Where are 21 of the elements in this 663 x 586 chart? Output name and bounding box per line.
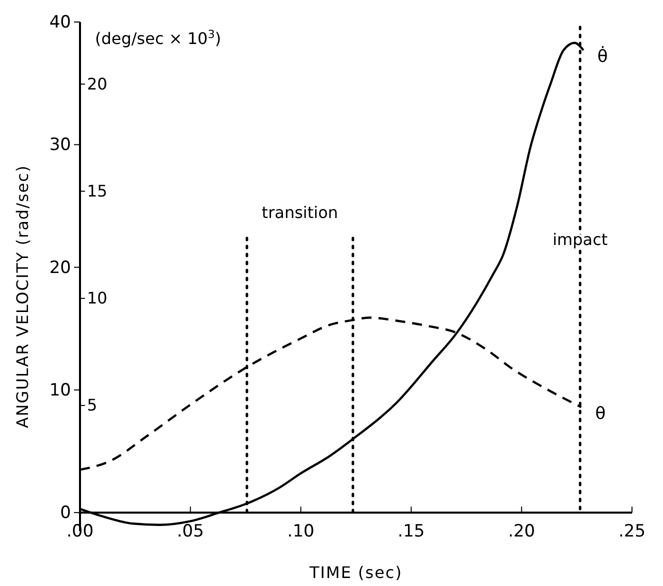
y2-tick-label: 10: [87, 288, 108, 308]
x-tick-label: .10: [287, 522, 314, 542]
y2-tick-label: 15: [87, 181, 108, 200]
ref-line-label: impact: [552, 230, 608, 249]
series-label: θ: [595, 404, 606, 424]
annotation: transition: [262, 203, 338, 222]
x-tick-label: .15: [398, 522, 425, 542]
y-tick-label: 0: [60, 503, 71, 524]
x-tick-label: .20: [508, 522, 536, 542]
x-tick-label: .25: [618, 522, 646, 542]
y2-axis-title: (deg/sec × 10$^{3}$): [95, 28, 222, 48]
y-axis-title: ANGULAR VELOCITY (rad/sec): [13, 164, 32, 428]
y-tick-label: 20: [49, 258, 71, 278]
series-label: θ̇: [597, 46, 608, 68]
y2-tick-label: 5: [87, 396, 98, 415]
x-tick-label: .05: [176, 522, 204, 542]
y-tick-label: 40: [49, 12, 71, 32]
y-tick-label: 30: [49, 135, 71, 156]
y2-tick-label: 20: [87, 74, 108, 94]
y-tick-label: 10: [49, 380, 71, 400]
x-axis-title: TIME (sec): [308, 563, 402, 582]
